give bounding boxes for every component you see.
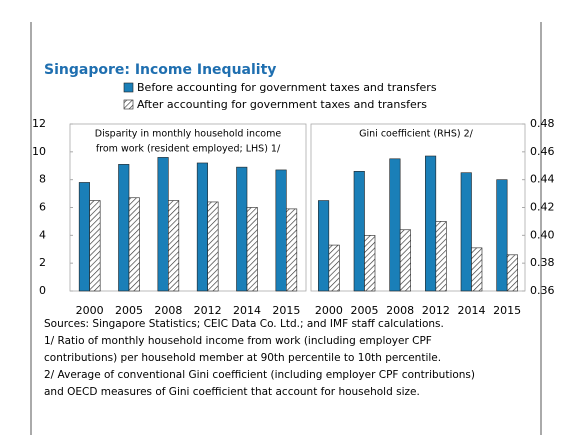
y-tick-label: 0.46: [530, 145, 555, 158]
bar: [435, 221, 447, 292]
y-tick-label: 0.38: [530, 256, 555, 269]
bar: [207, 201, 219, 292]
note: 2/ Average of conventional Gini coeffici…: [44, 369, 475, 381]
x-tick-label: 2008: [386, 304, 414, 317]
x-tick-label: 2005: [351, 304, 379, 317]
bar: [506, 254, 518, 292]
note: Sources: Singapore Statistics; CEIC Data…: [44, 318, 444, 330]
y-tick-label: 0.44: [530, 173, 555, 186]
note: contributions) per household member at 9…: [44, 352, 441, 364]
x-tick-label: 2012: [194, 304, 222, 317]
bar: [471, 247, 483, 292]
legend-swatch: [123, 99, 134, 110]
bar: [496, 179, 508, 292]
x-tick-label: 2005: [115, 304, 143, 317]
bar: [460, 172, 472, 292]
legend-swatch: [123, 82, 134, 93]
y-tick-label: 2: [39, 256, 46, 269]
y-tick-label: 0.36: [530, 284, 555, 297]
bar: [236, 166, 248, 292]
x-tick-label: 2014: [458, 304, 486, 317]
y-tick-label: 0.48: [530, 117, 555, 130]
bar: [157, 157, 169, 292]
y-tick-label: 8: [39, 173, 46, 186]
y-tick-label: 0.42: [530, 201, 555, 214]
bar: [275, 169, 287, 292]
y-tick-label: 4: [39, 228, 46, 241]
bar: [128, 197, 140, 292]
x-tick-label: 2008: [154, 304, 182, 317]
bar: [389, 158, 401, 292]
y-tick-label: 6: [39, 201, 46, 214]
legend-label: Before accounting for government taxes a…: [137, 81, 437, 94]
bar: [328, 244, 340, 292]
y-tick-label: 0: [39, 284, 46, 297]
bar: [118, 164, 130, 292]
x-tick-label: 2000: [76, 304, 104, 317]
legend-label: After accounting for government taxes an…: [137, 98, 427, 111]
panel-frame: [310, 123, 526, 292]
bar: [318, 200, 330, 292]
bar: [399, 229, 411, 292]
bar: [353, 171, 365, 292]
bar: [246, 207, 258, 292]
bar: [286, 208, 298, 292]
bar: [89, 200, 101, 292]
note: and OECD measures of Gini coefficient th…: [44, 386, 420, 398]
x-tick-label: 2012: [422, 304, 450, 317]
bar: [168, 200, 180, 292]
bar: [78, 182, 90, 292]
note: 1/ Ratio of monthly household income fro…: [44, 335, 432, 347]
y-tick-label: 0.40: [530, 228, 555, 241]
x-tick-label: 2000: [315, 304, 343, 317]
chart-title: Singapore: Income Inequality: [44, 62, 276, 78]
x-tick-label: 2015: [493, 304, 521, 317]
x-tick-label: 2014: [233, 304, 261, 317]
bar: [364, 235, 376, 292]
y-tick-label: 10: [32, 145, 46, 158]
bar: [425, 155, 437, 292]
bar: [196, 162, 208, 292]
annotation: Disparity in monthly household income: [95, 129, 282, 140]
annotation: from work (resident employed; LHS) 1/: [96, 144, 281, 155]
x-tick-label: 2015: [272, 304, 300, 317]
annotation: Gini coefficient (RHS) 2/: [359, 129, 473, 140]
y-tick-label: 12: [32, 117, 46, 130]
